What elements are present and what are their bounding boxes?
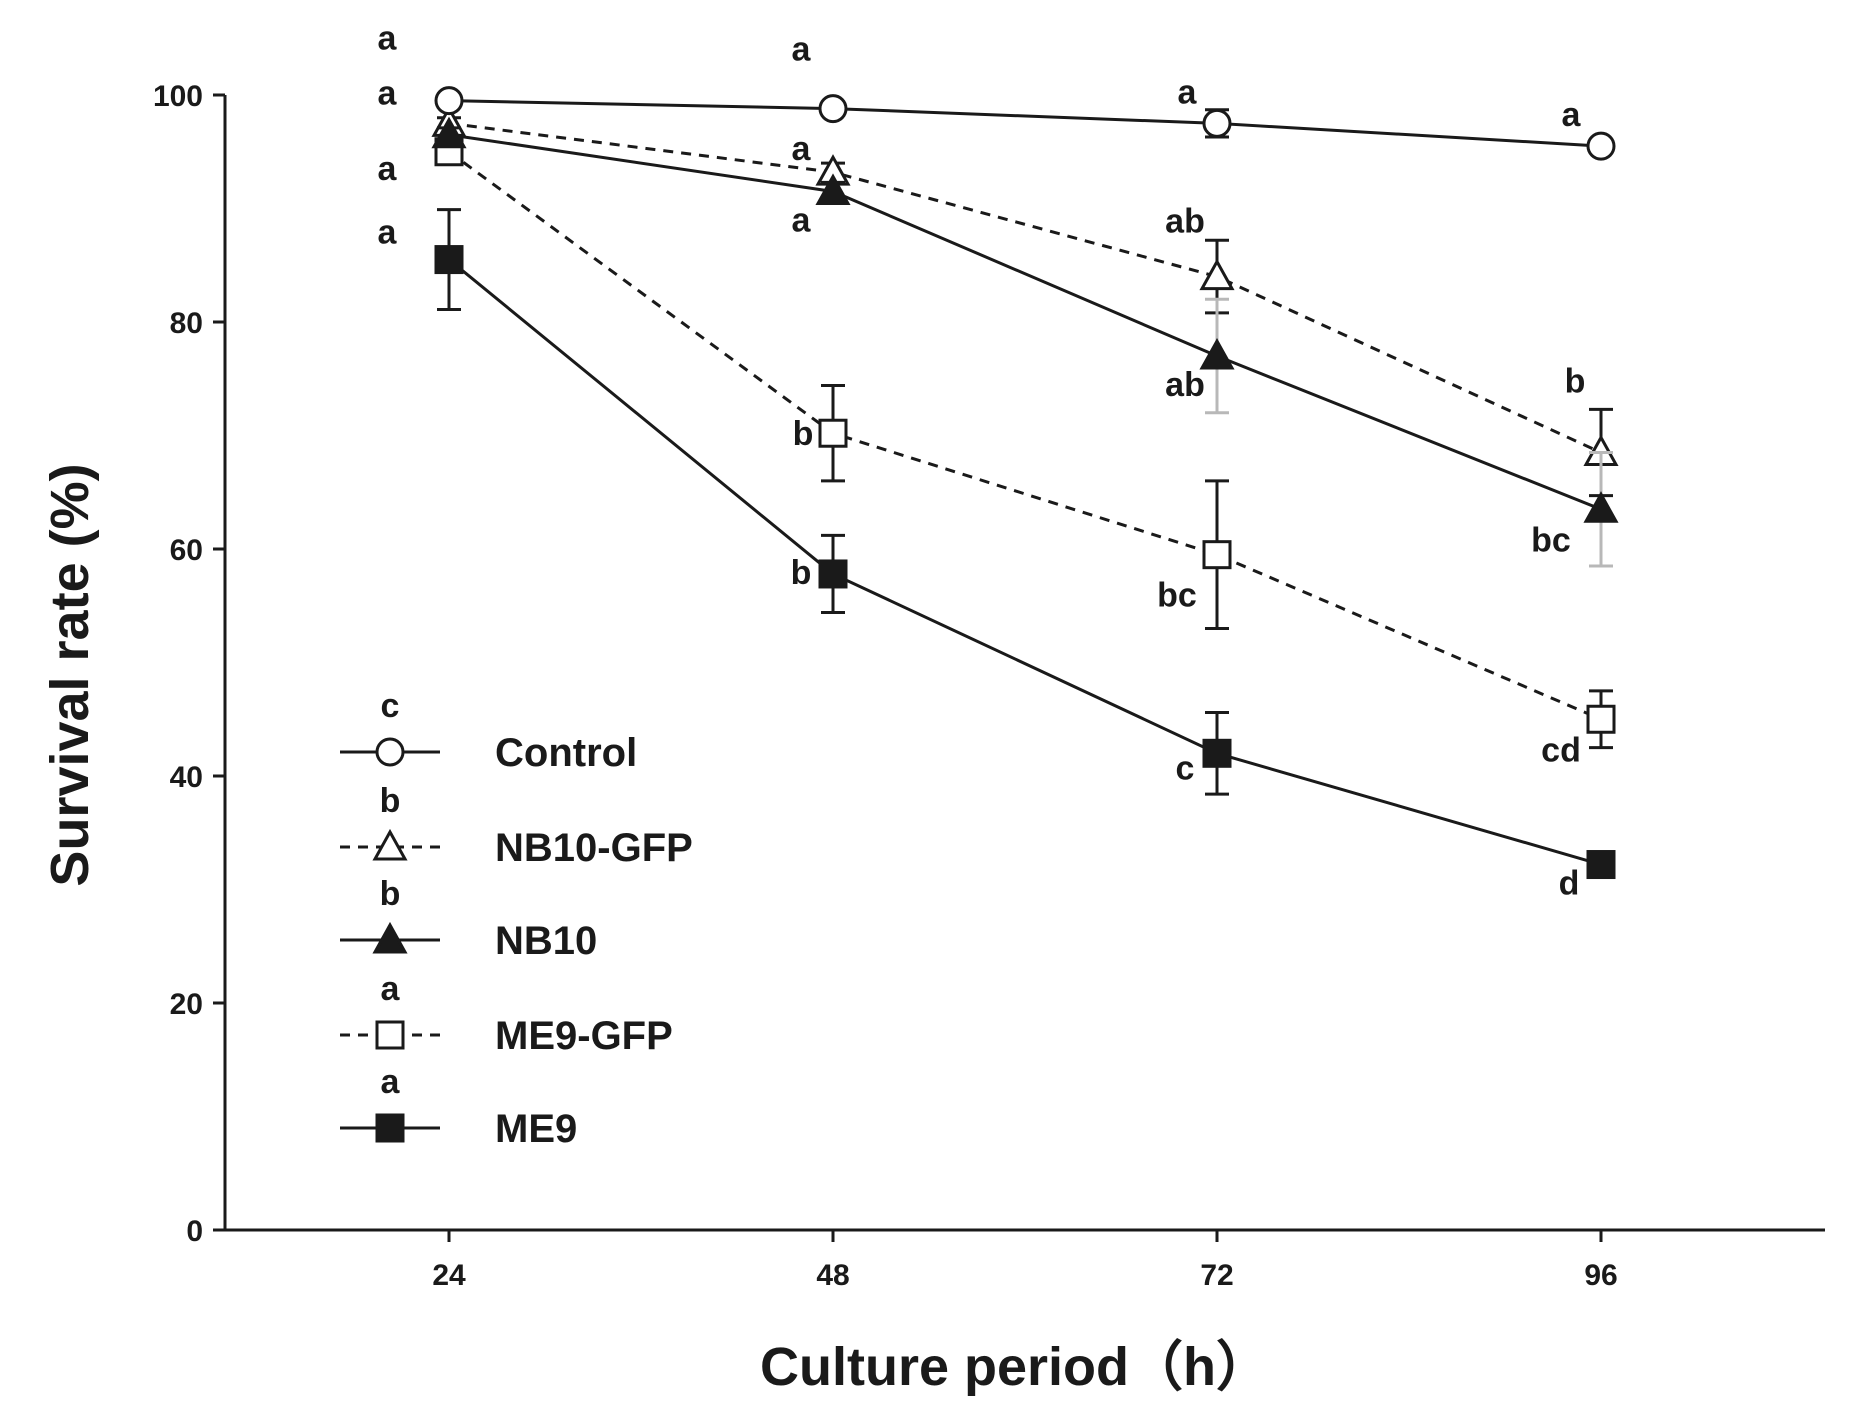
series-nb10-gfp — [431, 105, 1619, 498]
y-tick-label: 60 — [170, 534, 203, 567]
data-point — [818, 94, 848, 124]
significance-letter: b — [1565, 363, 1586, 401]
series-layer — [431, 86, 1619, 880]
legend-label: ME9-GFP — [495, 1014, 673, 1058]
significance-letter: a — [792, 130, 812, 168]
legend-letter: b — [380, 875, 401, 913]
significance-letter: b — [791, 554, 812, 592]
significance-letter: cd — [1541, 731, 1581, 769]
series-line — [448, 133, 1602, 511]
y-tick-label: 40 — [170, 761, 203, 794]
significance-letter: a — [378, 19, 398, 57]
legend-letter: a — [381, 1063, 401, 1101]
legend-label: ME9 — [495, 1107, 577, 1151]
series-control — [434, 86, 1616, 161]
x-tick-label: 48 — [816, 1259, 849, 1292]
legend: c Control b NB10-GFP b NB10 a ME9-GFP a ME9 — [340, 687, 693, 1151]
legend-label: NB10-GFP — [495, 826, 693, 870]
significance-letter: a — [378, 214, 398, 252]
data-point — [1586, 131, 1616, 161]
significance-letters: aaaaaaabbaaabbcabbccdabcd — [378, 19, 1586, 903]
legend-item-nb10: b NB10 — [340, 875, 597, 963]
x-tick-label: 96 — [1584, 1259, 1617, 1292]
legend-item-me9-gfp: a ME9-GFP — [340, 970, 673, 1058]
legend-letter: b — [380, 782, 401, 820]
significance-letter: a — [378, 150, 398, 188]
legend-label: NB10 — [495, 919, 597, 963]
data-point — [434, 245, 464, 275]
significance-letter: d — [1559, 865, 1580, 903]
data-point — [1199, 258, 1235, 291]
y-axis-title: Survival rate (%) — [40, 463, 100, 886]
series-line — [448, 258, 1602, 866]
data-point — [1199, 337, 1235, 370]
significance-letter: a — [1178, 73, 1198, 111]
significance-letter: ab — [1165, 203, 1205, 241]
significance-letter: c — [1176, 749, 1195, 787]
legend-label: Control — [495, 731, 637, 775]
series-line — [448, 150, 1602, 721]
legend-marker — [375, 1113, 405, 1143]
data-point — [1202, 540, 1232, 570]
series-line — [448, 99, 1602, 148]
x-axis-title: Culture period（h） — [760, 1337, 1270, 1397]
data-point — [1583, 491, 1619, 523]
series-me9-gfp — [434, 137, 1616, 750]
legend-marker — [375, 1020, 405, 1050]
significance-letter: bc — [1531, 521, 1571, 559]
legend-marker — [372, 828, 408, 861]
legend-marker — [375, 737, 405, 767]
legend-letter: c — [381, 687, 400, 725]
data-point — [1202, 738, 1232, 768]
significance-letter: ab — [1165, 366, 1205, 404]
data-point — [434, 86, 464, 116]
significance-letter: a — [1562, 96, 1582, 134]
data-point — [431, 116, 467, 149]
data-point — [1202, 108, 1232, 138]
data-point — [1586, 850, 1616, 880]
series-me9 — [434, 208, 1616, 880]
legend-item-nb10-gfp: b NB10-GFP — [340, 782, 693, 870]
ticks: 0 20 40 60 80 100 24 48 72 96 — [153, 80, 1618, 1292]
legend-marker — [372, 921, 408, 954]
data-point — [818, 559, 848, 589]
data-point — [815, 173, 851, 205]
axes — [223, 95, 1825, 1232]
y-tick-label: 0 — [186, 1215, 203, 1248]
legend-item-me9: a ME9 — [340, 1063, 577, 1151]
y-tick-label: 80 — [170, 307, 203, 340]
series-nb10 — [431, 116, 1619, 568]
significance-letter: a — [792, 201, 812, 239]
x-tick-label: 24 — [432, 1259, 466, 1292]
legend-item-control: c Control — [340, 687, 637, 775]
y-tick-label: 20 — [170, 988, 203, 1021]
data-point — [818, 418, 848, 448]
series-line — [448, 121, 1602, 454]
significance-letter: bc — [1157, 577, 1197, 615]
significance-letter: a — [792, 31, 812, 69]
significance-letter: a — [378, 75, 398, 113]
significance-letter: b — [793, 415, 814, 453]
y-tick-label: 100 — [153, 80, 203, 113]
data-point — [1586, 704, 1616, 734]
legend-letter: a — [381, 970, 401, 1008]
x-tick-label: 72 — [1200, 1259, 1233, 1292]
